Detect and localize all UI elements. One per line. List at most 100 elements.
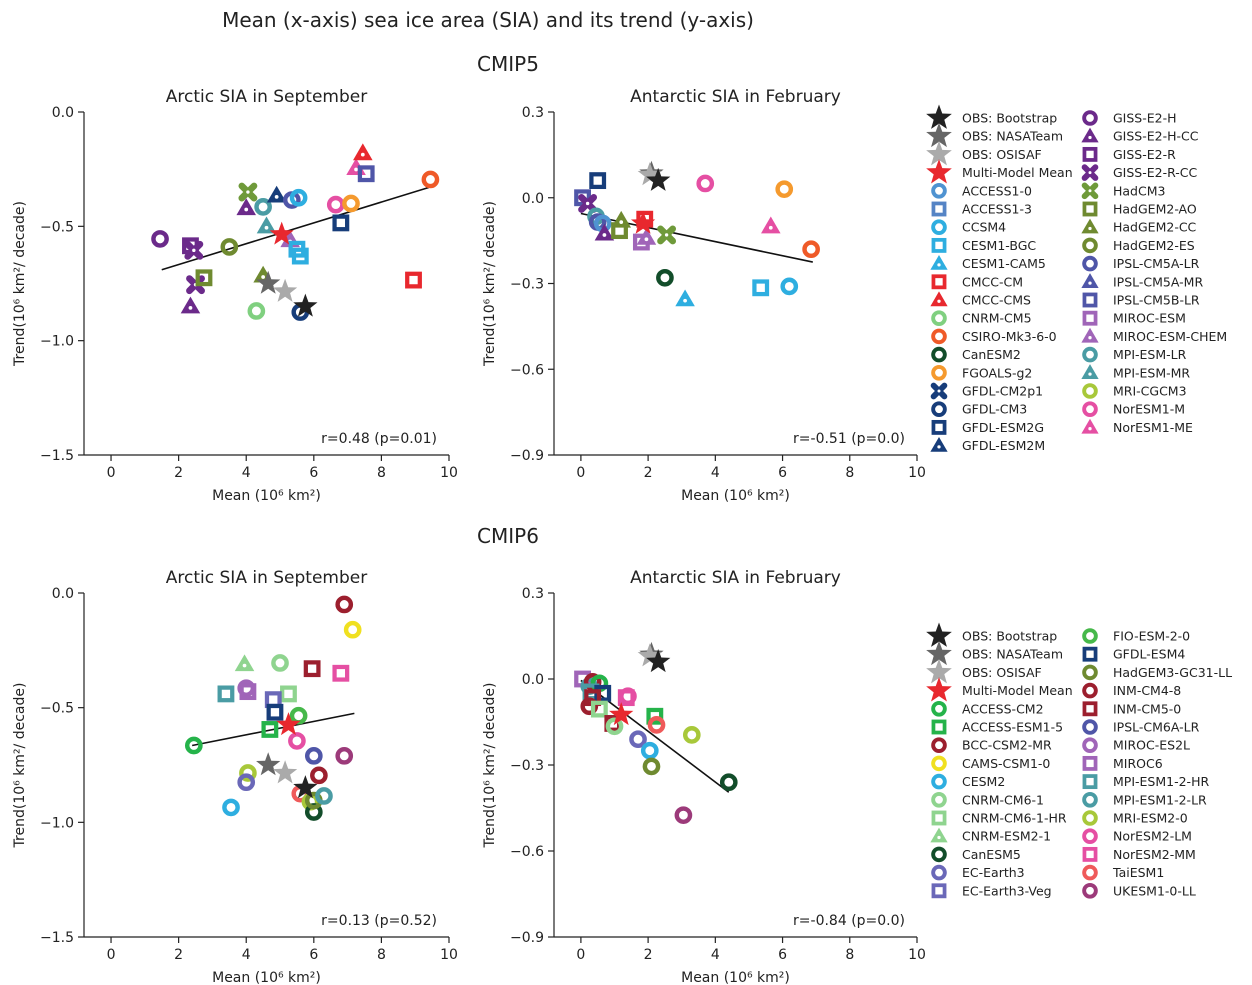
data-point bbox=[236, 198, 256, 216]
legend-marker bbox=[930, 254, 948, 270]
marker-triangle bbox=[761, 216, 781, 234]
legend-marker bbox=[931, 310, 947, 327]
marker-ring bbox=[1082, 255, 1098, 272]
data-point bbox=[326, 195, 345, 214]
marker-ring bbox=[1082, 792, 1098, 808]
marker-star bbox=[926, 622, 952, 647]
marker-star bbox=[256, 270, 281, 294]
data-point bbox=[151, 230, 169, 248]
legend-marker bbox=[926, 104, 952, 129]
marker-ring bbox=[931, 737, 947, 754]
legend-marker bbox=[1082, 110, 1098, 126]
legend-item: OBS: Bootstrap bbox=[926, 622, 1057, 647]
marker-star bbox=[630, 210, 656, 234]
legend-marker bbox=[1082, 701, 1098, 717]
legend-label: FGOALS-g2 bbox=[962, 365, 1032, 380]
marker-triangle bbox=[930, 827, 948, 843]
legend-label: INM-CM5-0 bbox=[1113, 701, 1181, 716]
legend-marker bbox=[1081, 127, 1099, 143]
marker-ring bbox=[605, 717, 624, 736]
legend-item: CNRM-ESM2-1 bbox=[930, 827, 1051, 844]
data-point bbox=[761, 216, 781, 234]
legend-marker bbox=[1082, 682, 1098, 699]
marker-star bbox=[926, 122, 952, 148]
marker-triangle bbox=[594, 223, 615, 241]
legend-marker bbox=[931, 346, 947, 363]
legend-marker bbox=[1081, 273, 1099, 289]
figure-title: Mean (x-axis) sea ice area (SIA) and its… bbox=[222, 8, 754, 32]
marker-square bbox=[646, 707, 664, 725]
legend-item: NorESM2-LM bbox=[1082, 828, 1192, 845]
legend-item: CSIRO-Mk3-6-0 bbox=[931, 328, 1057, 345]
data-point bbox=[646, 167, 671, 191]
y-tick-label: 0.0 bbox=[522, 191, 544, 207]
legend-item: EC-Earth3-Veg bbox=[931, 883, 1052, 898]
data-point bbox=[780, 277, 799, 296]
data-point bbox=[266, 185, 287, 203]
x-tick-label: 0 bbox=[576, 947, 585, 963]
data-point bbox=[605, 717, 624, 736]
legend-marker bbox=[926, 140, 952, 166]
marker-dot bbox=[1088, 281, 1092, 285]
data-point bbox=[657, 225, 677, 245]
marker-triangle bbox=[930, 436, 948, 452]
y-axis-label: Trend(10⁶ km²/ decade) bbox=[482, 201, 498, 367]
data-points bbox=[184, 595, 362, 821]
panel-cmip6-arctic: Arctic SIA in September 0 2 4 6 8 10 0.0 −0.5 −1.… bbox=[12, 568, 458, 985]
marker-ring bbox=[184, 736, 203, 755]
legend-marker bbox=[926, 159, 952, 184]
legend-label: NorESM1-ME bbox=[1113, 420, 1193, 435]
legend-item: MIROC-ESM bbox=[1082, 311, 1186, 326]
legend-label: MIROC6 bbox=[1113, 756, 1163, 771]
legend-label: GISS-E2-H-CC bbox=[1113, 129, 1199, 144]
legend-item: FIO-ESM-2-0 bbox=[1082, 628, 1190, 644]
legend-marker bbox=[931, 219, 947, 235]
marker-dot bbox=[1088, 372, 1092, 376]
data-point bbox=[303, 660, 321, 678]
legend-marker bbox=[1082, 737, 1098, 754]
marker-ring bbox=[780, 277, 799, 296]
x-tick-label: 0 bbox=[107, 947, 116, 963]
legend-item: HadGEM2-CC bbox=[1081, 218, 1197, 235]
legend-marker bbox=[1082, 346, 1098, 363]
legend-marker bbox=[931, 864, 947, 881]
legend-marker bbox=[1082, 146, 1098, 162]
legend-label: OBS: Bootstrap bbox=[962, 629, 1057, 644]
legend-label: GISS-E2-H bbox=[1113, 111, 1177, 126]
x-tick-label: 10 bbox=[908, 947, 926, 963]
marker-star bbox=[276, 712, 301, 736]
data-point bbox=[271, 654, 289, 672]
legend-item: BCC-CSM2-MR bbox=[931, 737, 1052, 754]
marker-triangle bbox=[353, 143, 373, 161]
marker-square bbox=[1082, 146, 1098, 162]
marker-ring bbox=[931, 310, 947, 327]
x-tick-label: 2 bbox=[644, 465, 653, 481]
legend-label: GFDL-ESM2G bbox=[962, 420, 1044, 435]
data-point bbox=[276, 712, 301, 736]
marker-triangle bbox=[266, 185, 287, 203]
legend-marker bbox=[926, 622, 952, 647]
data-point bbox=[353, 143, 373, 161]
legend-label: FIO-ESM-2-0 bbox=[1113, 629, 1190, 644]
marker-ring bbox=[640, 741, 659, 760]
data-point bbox=[675, 289, 695, 307]
legend-marker bbox=[1082, 864, 1098, 881]
marker-triangle bbox=[234, 654, 255, 672]
marker-star bbox=[926, 159, 952, 184]
y-tick-label: −0.5 bbox=[40, 219, 74, 235]
legend-item: GFDL-ESM2G bbox=[931, 420, 1044, 435]
marker-square bbox=[1082, 774, 1098, 790]
marker-dot bbox=[360, 152, 365, 157]
legend-item: MRI-CGCM3 bbox=[1082, 383, 1187, 399]
legend-item: CNRM-CM5 bbox=[931, 310, 1032, 327]
data-point bbox=[332, 664, 350, 682]
legend-label: MIROC-ESM bbox=[1113, 311, 1186, 326]
legend-item: GFDL-CM3 bbox=[931, 401, 1027, 418]
marker-ring bbox=[719, 773, 738, 792]
legend-label: Multi-Model Mean bbox=[962, 165, 1073, 180]
data-point bbox=[256, 270, 281, 294]
legend-marker bbox=[1082, 401, 1098, 418]
data-point bbox=[357, 165, 375, 183]
legend-marker bbox=[1082, 628, 1098, 644]
marker-ring bbox=[682, 726, 701, 744]
